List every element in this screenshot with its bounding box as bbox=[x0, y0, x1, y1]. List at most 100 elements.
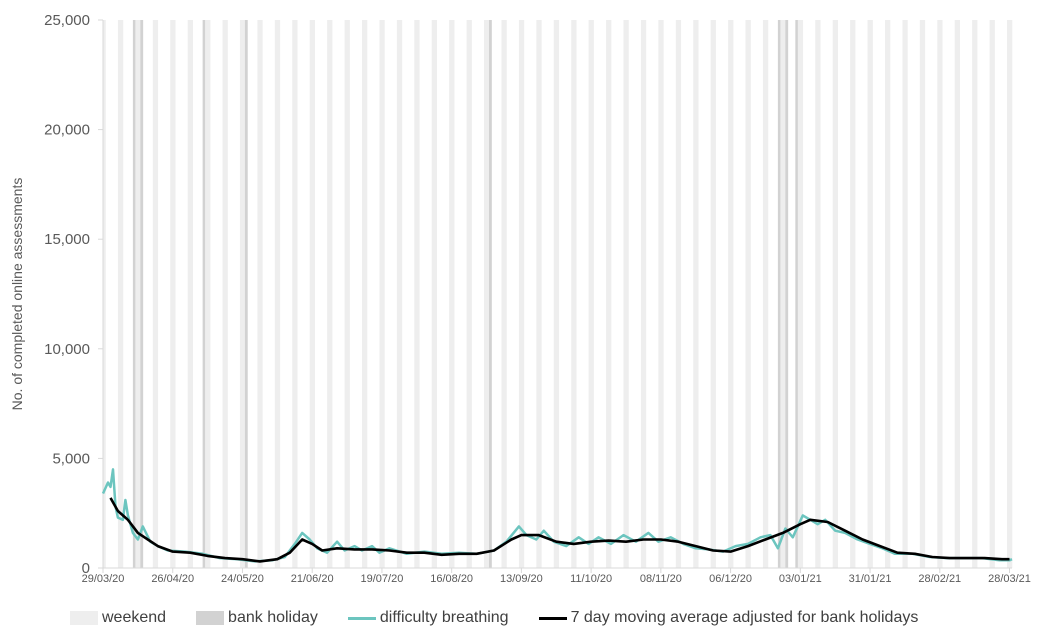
weekend-band bbox=[205, 20, 208, 568]
legend-item-bank-holiday: bank holiday bbox=[196, 609, 318, 627]
legend-item-moving-average: 7 day moving average adjusted for bank h… bbox=[538, 609, 919, 627]
weekend-band bbox=[852, 20, 856, 568]
weekend-band bbox=[800, 20, 804, 568]
x-tick-label: 31/01/21 bbox=[849, 573, 892, 585]
weekend-band bbox=[1009, 20, 1013, 568]
weekend-band bbox=[922, 20, 926, 568]
weekend-band bbox=[172, 20, 176, 568]
weekend-band bbox=[257, 20, 261, 568]
legend: weekend bank holiday difficulty breathin… bbox=[70, 606, 948, 630]
weekend-band bbox=[957, 20, 961, 568]
weekend-band bbox=[972, 20, 975, 568]
weekend-band bbox=[207, 20, 211, 568]
weekend-band bbox=[294, 20, 298, 568]
weekend-band bbox=[364, 20, 368, 568]
legend-label-moving-average: 7 day moving average adjusted for bank h… bbox=[570, 609, 919, 626]
weekend-band bbox=[503, 20, 507, 568]
weekend-band bbox=[329, 20, 333, 568]
y-axis-label: No. of completed online assessments bbox=[9, 178, 25, 411]
weekend-band bbox=[137, 20, 141, 568]
weekend-band bbox=[870, 20, 873, 568]
weekend-band bbox=[416, 20, 420, 568]
weekend-band bbox=[451, 20, 455, 568]
weekend-band bbox=[591, 20, 594, 568]
weekend-band bbox=[728, 20, 731, 568]
weekend-bank-holiday-bands bbox=[103, 20, 1013, 568]
weekend-band bbox=[309, 20, 313, 568]
weekend-band bbox=[748, 20, 751, 568]
weekend-band bbox=[225, 20, 228, 568]
weekend-band bbox=[643, 20, 647, 568]
weekend-band bbox=[327, 20, 330, 568]
weekend-band bbox=[625, 20, 629, 568]
weekend-band bbox=[536, 20, 540, 568]
weekend-band bbox=[190, 20, 193, 568]
weekend-band bbox=[904, 20, 908, 568]
weekend-band bbox=[155, 20, 159, 568]
weekend-band bbox=[782, 20, 786, 568]
weekend-band bbox=[835, 20, 838, 568]
weekend-band bbox=[762, 20, 766, 568]
weekend-band bbox=[347, 20, 350, 568]
weekend-band bbox=[695, 20, 699, 568]
weekend-band bbox=[431, 20, 435, 568]
weekend-band bbox=[135, 20, 139, 568]
weekend-band bbox=[571, 20, 574, 568]
y-tick-label: 10,000 bbox=[44, 341, 90, 358]
weekend-band bbox=[434, 20, 438, 568]
weekend-band bbox=[675, 20, 679, 568]
weekend-band bbox=[992, 20, 995, 568]
x-tick-label: 24/05/20 bbox=[221, 573, 264, 585]
weekend-band bbox=[312, 20, 315, 568]
weekend-band bbox=[623, 20, 627, 568]
weekend-band bbox=[222, 20, 226, 568]
weekend-band bbox=[887, 20, 891, 568]
x-tick-label: 11/10/20 bbox=[570, 573, 612, 585]
x-tick-label: 19/07/20 bbox=[361, 573, 404, 585]
weekend-band bbox=[832, 20, 836, 568]
x-tick-label: 08/11/20 bbox=[640, 573, 682, 585]
weekend-band bbox=[518, 20, 522, 568]
y-tick-label: 20,000 bbox=[44, 122, 90, 139]
weekend-band bbox=[242, 20, 246, 568]
weekend-band bbox=[466, 20, 470, 568]
axes bbox=[102, 20, 1012, 569]
weekend-band bbox=[850, 20, 853, 568]
legend-item-weekend: weekend bbox=[70, 609, 166, 627]
weekend-band bbox=[660, 20, 664, 568]
weekend-band bbox=[449, 20, 452, 568]
weekend-band bbox=[556, 20, 560, 568]
legend-swatch-bank-holiday bbox=[196, 611, 225, 625]
weekend-band bbox=[344, 20, 348, 568]
weekend-band bbox=[521, 20, 525, 568]
weekend-band bbox=[780, 20, 784, 568]
x-tick-label: 03/01/21 bbox=[779, 573, 822, 585]
weekend-band bbox=[484, 20, 487, 568]
weekend-band bbox=[693, 20, 697, 568]
weekend-band bbox=[117, 20, 121, 568]
weekend-band bbox=[939, 20, 943, 568]
weekend-band bbox=[152, 20, 156, 568]
bank-holiday-band bbox=[795, 20, 799, 568]
bank-holiday-band bbox=[777, 20, 781, 568]
weekend-band bbox=[902, 20, 906, 568]
weekend-band bbox=[989, 20, 993, 568]
weekend-band bbox=[277, 20, 281, 568]
x-tick-label: 28/02/21 bbox=[918, 573, 961, 585]
legend-label-difficulty-breathing: difficulty breathing bbox=[379, 609, 509, 626]
weekend-band bbox=[170, 20, 174, 568]
weekend-band bbox=[414, 20, 418, 568]
x-tick-label: 28/03/21 bbox=[988, 573, 1031, 585]
weekend-band bbox=[103, 20, 106, 568]
legend-label-bank-holiday: bank holiday bbox=[228, 609, 318, 626]
bank-holiday-band bbox=[132, 20, 136, 568]
weekend-band bbox=[553, 20, 557, 568]
weekend-band bbox=[919, 20, 923, 568]
x-tick-label: 21/06/20 bbox=[291, 573, 334, 585]
weekend-band bbox=[486, 20, 490, 568]
weekend-band bbox=[588, 20, 592, 568]
weekend-band bbox=[381, 20, 385, 568]
weekend-band bbox=[120, 20, 124, 568]
x-tick-label: 06/12/20 bbox=[709, 573, 752, 585]
